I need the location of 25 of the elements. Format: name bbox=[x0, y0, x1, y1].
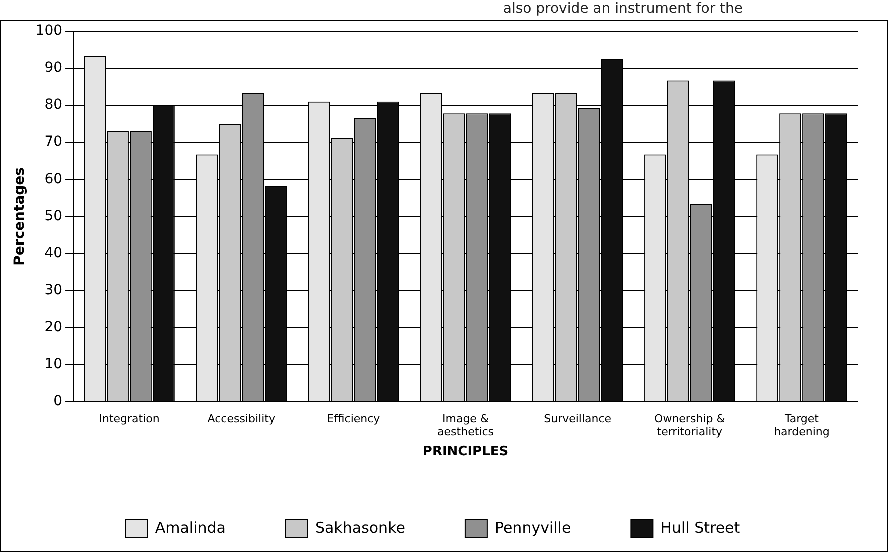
y-tick-label: 30 bbox=[44, 282, 63, 298]
x-axis-title: PRINCIPLES bbox=[422, 444, 509, 460]
legend-label: Pennyville bbox=[494, 518, 572, 537]
legend-label: Sakhasonke bbox=[315, 518, 406, 537]
y-tick-label: 0 bbox=[54, 394, 63, 410]
x-tick-label: Surveillance bbox=[544, 412, 612, 426]
x-tick-label: Integration bbox=[99, 412, 160, 426]
x-tick-label: Accessibility bbox=[208, 412, 276, 426]
y-tick-label: 90 bbox=[44, 60, 63, 76]
y-tick-label: 100 bbox=[36, 23, 63, 40]
y-tick-label: 20 bbox=[44, 320, 63, 336]
text: also provide an instrument for the bbox=[503, 1, 743, 17]
y-tick-label: 60 bbox=[44, 171, 63, 188]
y-tick-label: 40 bbox=[44, 245, 63, 262]
x-tick-label: Efficiency bbox=[327, 412, 381, 426]
x-tick-label: Image & aesthetics bbox=[438, 412, 494, 439]
y-tick-label: 10 bbox=[44, 356, 63, 373]
y-tick-label: 70 bbox=[44, 134, 63, 150]
x-tick-label: Ownership & territoriality bbox=[654, 412, 726, 439]
legend-label: Hull Street bbox=[660, 518, 740, 537]
y-axis-title: Percentages bbox=[12, 167, 28, 266]
y-tick-label: 80 bbox=[44, 97, 63, 114]
y-tick-label: 50 bbox=[44, 208, 63, 224]
x-tick-label: Target hardening bbox=[774, 412, 830, 439]
legend-label: Amalinda bbox=[155, 518, 226, 537]
